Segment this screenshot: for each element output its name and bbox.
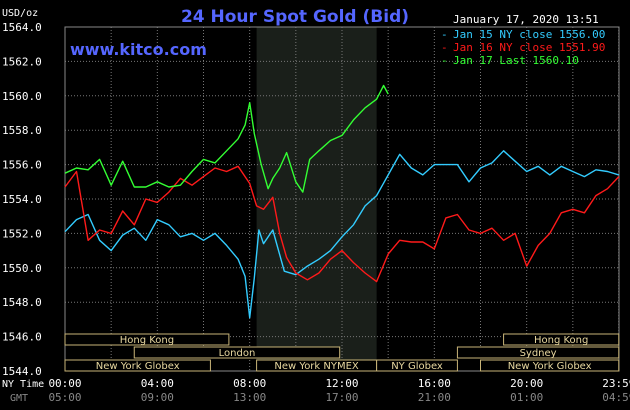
session-band-label: Hong Kong [120,335,174,346]
session-band-box [64,359,211,372]
session-band: New York Globex [64,359,211,372]
y-tick-label: 1560.0 [2,90,42,103]
y-tick-label: 1550.0 [2,262,42,275]
session-band-box [503,333,620,346]
session-band-label: Sydney [520,348,557,359]
legend-jan16-marker: - [441,41,448,54]
x-tick-label-gmt: 09:00 [141,391,174,404]
y-tick-label: 1564.0 [2,21,42,34]
legend-jan15-label: Jan 15 NY close 1556.00 [453,28,605,41]
y-tick-label: 1552.0 [2,227,42,240]
y-tick-label: 1556.0 [2,159,42,172]
x-tick-label-ny: 16:00 [418,377,451,390]
y-tick-label: 1558.0 [2,124,42,137]
unit-label: USD/oz [2,8,38,19]
series-layer [64,84,620,319]
session-band-label: Hong Kong [534,335,588,346]
x-tick-label-gmt: 13:00 [233,391,266,404]
x-tick-label-ny: 20:00 [510,377,543,390]
x-tick-label-ny: 23:59 [602,377,630,390]
session-band-box [376,359,458,372]
brand-watermark: www.kitco.com [70,40,207,59]
nymex-shade-layer [256,27,377,371]
legend: - Jan 15 NY close 1556.00 - Jan 16 NY cl… [441,28,605,67]
session-band: New York Globex [480,359,620,372]
x-tick-label-gmt: 21:00 [418,391,451,404]
session-band-label: New York Globex [96,361,180,372]
series-line-0 [64,150,620,319]
gmt-label: GMT [10,393,28,404]
chart-title: 24 Hour Spot Gold (Bid) [181,7,409,27]
session-band: Hong Kong [503,333,620,346]
x-tick-label-ny: 12:00 [325,377,358,390]
x-tick-label-ny: 08:00 [233,377,266,390]
series-line-2 [64,84,389,193]
session-band-label: NY Globex [391,361,443,372]
session-band: London [133,346,341,359]
y-tick-label: 1546.0 [2,331,42,344]
y-tick-label: 1548.0 [2,296,42,309]
x-tick-label-ny: 04:00 [141,377,174,390]
session-band-box [480,359,620,372]
session-band: Hong Kong [64,333,230,346]
y-tick-label: 1544.0 [2,365,42,378]
x-tick-label-gmt: 04:59 [602,391,630,404]
y-tick-labels: 1544.0 1546.0 1548.0 1550.0 1552.0 1554.0 1556… [2,21,42,378]
legend-jan15-marker: - [441,28,448,41]
session-band-box [456,346,620,359]
series-line-1 [64,165,620,283]
session-band-box [133,346,341,359]
session-bands: Hong Kong Hong Kong London Sydney New York G… [64,333,620,372]
session-band-label: London [219,348,256,359]
legend-jan17-label: Jan 17 Last 1560.10 [453,54,579,67]
x-tick-label-gmt: 05:00 [48,391,81,404]
y-tick-label: 1554.0 [2,193,42,206]
chart-date: January 17, 2020 13:51 [453,13,599,26]
session-band-label: New York NYMEX [274,361,359,372]
session-band: Sydney [456,346,620,359]
session-band: New York NYMEX [256,359,378,372]
session-band: NY Globex [376,359,458,372]
legend-jan17-marker: - [441,54,448,67]
ny-time-label: NY Time [2,379,44,390]
legend-jan16-label: Jan 16 NY close 1551.90 [453,41,605,54]
session-band-label: New York Globex [508,361,592,372]
nymex-shade [256,27,377,371]
x-tick-label-gmt: 17:00 [325,391,358,404]
x-tick-label-ny: 00:00 [48,377,81,390]
session-band-box [64,333,230,346]
x-tick-label-gmt: 01:00 [510,391,543,404]
y-tick-label: 1562.0 [2,55,42,68]
